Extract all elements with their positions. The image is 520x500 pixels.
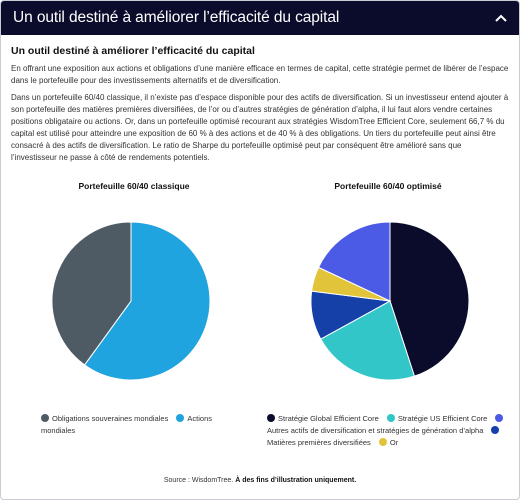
paragraph-2: Dans un portefeuille 60/40 classique, il… — [11, 93, 509, 162]
pie-slice-autres-actifs-de-diversification-et-strategies-de-generation-d-alpha[interactable] — [317, 221, 391, 302]
legend-swatch — [176, 414, 185, 422]
accordion-title: Un outil destiné à améliorer l’efficacit… — [13, 9, 340, 26]
pie-slice-obligations-souveraines-mondiales[interactable] — [51, 221, 132, 366]
legend-swatch — [267, 414, 275, 422]
legend-label: Stratégie US Efficient Core — [397, 414, 488, 423]
legend-optimized: Stratégie Global Efficient Core Stratégi… — [267, 413, 513, 449]
chart-title: Portefeuille 60/40 classique — [78, 181, 190, 191]
legend-swatch — [378, 438, 387, 446]
chart-title: Portefeuille 60/40 optimisé — [334, 181, 442, 191]
legend-item-actions-mondiales[interactable]: Actions mondiales — [41, 414, 212, 435]
legend-item-strategie-global-efficient-core[interactable]: Stratégie Global Efficient Core — [267, 414, 379, 423]
article-heading: Un outil destiné à améliorer l’efficacit… — [11, 45, 255, 57]
legend-item-matieres-premieres-diversifiees[interactable]: Matières premières diversifiées — [267, 426, 502, 447]
pie-slice-actions-mondiales[interactable] — [83, 221, 211, 381]
legend-label: Or — [389, 438, 399, 447]
legend-item-obligations-souveraines-mondiales[interactable]: Obligations souveraines mondiales — [41, 414, 168, 423]
pie-slice-strategie-us-efficient-core[interactable] — [320, 300, 416, 381]
chart-classic: Portefeuille 60/40 classique Obligations… — [9, 181, 259, 446]
pie-slice-strategie-global-efficient-core[interactable] — [389, 221, 470, 377]
legend-swatch — [41, 414, 49, 422]
source-disclaimer: À des fins d’illustration uniquement. — [235, 477, 357, 484]
accordion-header[interactable]: Un outil destiné à améliorer l’efficacit… — [1, 1, 519, 35]
chevron-up-icon[interactable] — [493, 10, 509, 26]
legend-item-strategie-us-efficient-core[interactable]: Stratégie US Efficient Core — [386, 414, 488, 423]
legend-label: Matières premières diversifiées — [267, 438, 371, 447]
pie-chart-optimized — [310, 221, 470, 381]
chart-optimized: Portefeuille 60/40 optimisé Stratégie Gl… — [263, 181, 513, 449]
article-body: Un outil destiné à améliorer l’efficacit… — [11, 45, 509, 169]
legend-classic: Obligations souveraines mondiales Action… — [41, 413, 251, 437]
pie-chart-classic — [51, 221, 211, 381]
legend-swatch — [495, 414, 504, 422]
legend-swatch — [491, 426, 500, 434]
source-note: Source : WisdomTree. À des fins d’illust… — [1, 477, 519, 484]
legend-label: Obligations souveraines mondiales — [52, 414, 169, 423]
source-text: Source : WisdomTree. — [163, 477, 234, 484]
legend-swatch — [386, 414, 395, 422]
paragraph-1: En offrant une exposition aux actions et… — [11, 64, 509, 85]
legend-item-autres-actifs-de-diversification-et-strategies-de-generation-d-alpha[interactable]: Autres actifs de diversification et stra… — [267, 414, 506, 435]
legend-label: Stratégie Global Efficient Core — [278, 414, 379, 423]
legend-label: Autres actifs de diversification et stra… — [267, 426, 484, 435]
legend-item-or[interactable]: Or — [378, 438, 399, 447]
legend-label: Actions mondiales — [41, 414, 213, 435]
